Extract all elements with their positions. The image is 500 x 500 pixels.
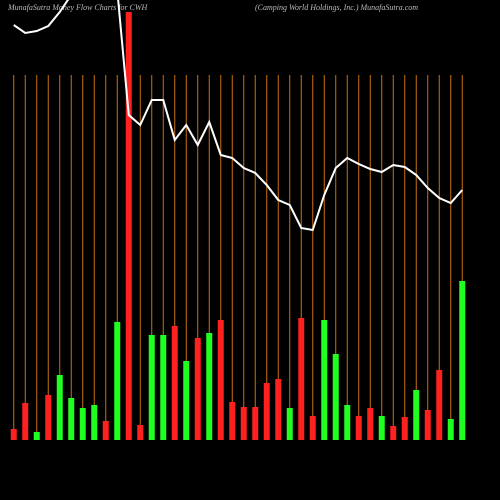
bar	[332, 354, 339, 440]
bar	[171, 326, 178, 440]
bar	[137, 425, 144, 440]
bar	[22, 403, 29, 440]
bar	[413, 390, 420, 440]
bar	[56, 375, 63, 440]
bar	[102, 421, 109, 440]
bar	[91, 405, 98, 440]
bar	[344, 405, 351, 440]
bar	[436, 370, 443, 440]
bar	[252, 407, 259, 440]
bar	[355, 416, 362, 440]
bar	[160, 335, 167, 440]
bar	[79, 408, 86, 440]
bar	[148, 335, 155, 440]
bar	[390, 426, 397, 440]
bar	[309, 416, 316, 440]
bar	[298, 318, 305, 440]
bar	[114, 322, 121, 440]
price-line	[13, 0, 463, 232]
bar	[33, 432, 40, 440]
bar	[194, 338, 201, 440]
bar	[68, 398, 75, 440]
bar	[286, 408, 293, 440]
bar	[183, 361, 190, 440]
bar	[125, 12, 132, 440]
bar	[10, 429, 17, 440]
chart-title: MunafaSutra Money Flow Charts for CWH	[7, 3, 149, 12]
bar	[367, 408, 374, 440]
bar	[229, 402, 236, 440]
bar	[240, 407, 247, 440]
bar	[401, 417, 408, 440]
bar	[459, 281, 466, 440]
bar	[447, 419, 454, 440]
chart-subtitle: (Camping World Holdings, Inc.) MunafaSut…	[255, 3, 418, 12]
bar	[263, 383, 270, 440]
bar	[45, 395, 52, 440]
bar	[275, 379, 282, 440]
bar	[321, 320, 328, 440]
bar	[206, 333, 213, 440]
bar	[424, 410, 431, 440]
bar	[378, 416, 385, 440]
bar	[217, 320, 224, 440]
